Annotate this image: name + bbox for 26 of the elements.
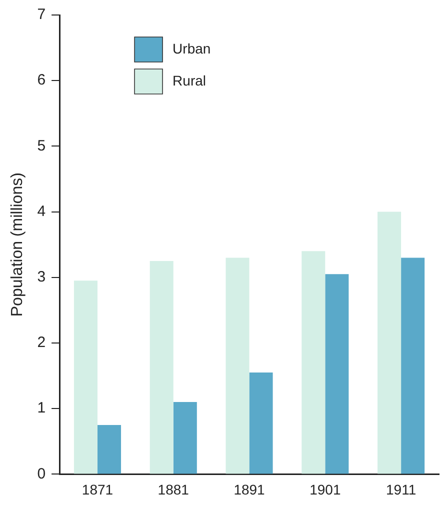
x-tick-label: 1911 — [386, 481, 416, 498]
y-tick-label: 3 — [37, 268, 46, 286]
bar — [74, 280, 98, 474]
bar — [173, 402, 197, 474]
y-axis-title: Population (millions) — [9, 172, 26, 317]
y-tick-label: 7 — [37, 6, 46, 24]
x-tick-label: 1901 — [310, 481, 341, 498]
legend-label: Rural — [172, 72, 206, 88]
bar — [325, 274, 349, 474]
y-tick-label: 5 — [37, 137, 46, 154]
bar — [249, 372, 273, 474]
bar — [150, 261, 174, 474]
y-tick-label: 4 — [37, 202, 46, 220]
y-tick-label: 2 — [37, 334, 46, 352]
bar — [226, 258, 250, 474]
x-tick-label: 1881 — [158, 481, 190, 498]
y-tick-label: 6 — [37, 72, 46, 89]
x-tick-label: 1871 — [82, 481, 114, 498]
legend-label: Urban — [172, 40, 211, 56]
x-tick-label: 1891 — [234, 481, 266, 498]
bar — [302, 251, 326, 474]
bar — [97, 425, 122, 474]
y-tick-label: 1 — [37, 400, 46, 417]
bar — [378, 212, 402, 474]
y-tick-label: 0 — [37, 465, 46, 482]
bar — [401, 258, 425, 474]
